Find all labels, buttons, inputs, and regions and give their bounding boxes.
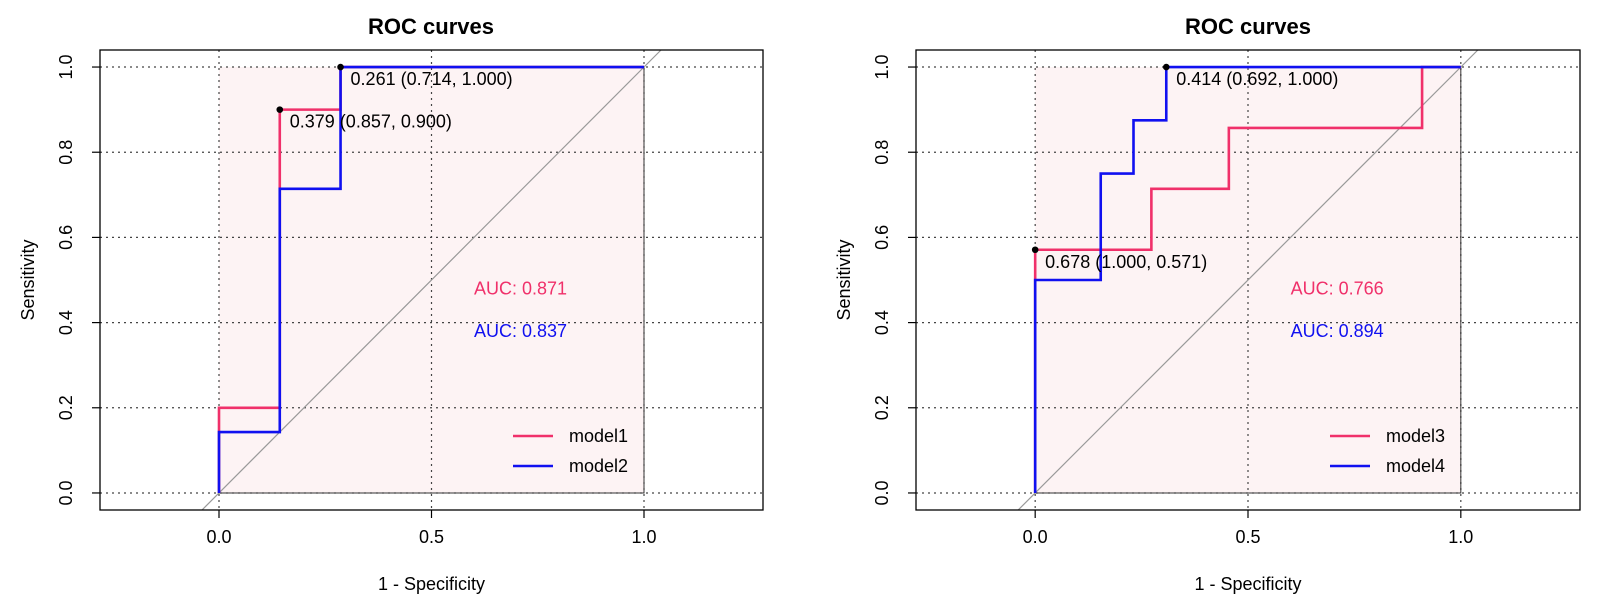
threshold-label: 0.261 (0.714, 1.000) [351, 69, 513, 89]
y-tick-label: 1.0 [872, 55, 892, 80]
auc-label-model4: AUC: 0.894 [1291, 321, 1384, 341]
x-tick-label: 1.0 [631, 527, 656, 547]
y-tick-label: 0.0 [56, 480, 76, 505]
legend-label-model2: model2 [569, 456, 628, 476]
y-axis-label: Sensitivity [18, 239, 38, 320]
x-tick-label: 0.5 [1235, 527, 1260, 547]
threshold-point [1162, 63, 1170, 71]
unit-square-edge [1035, 67, 1462, 494]
y-tick-label: 0.2 [56, 395, 76, 420]
series-line-model4 [1033, 65, 1461, 493]
y-tick-label: 1.0 [56, 55, 76, 80]
threshold-label: 0.414 (0.692, 1.000) [1176, 69, 1338, 89]
auc-label-model2: AUC: 0.837 [474, 321, 567, 341]
y-tick-label: 0.4 [56, 310, 76, 335]
threshold-point [337, 63, 344, 71]
y-tick-label: 0.8 [56, 140, 76, 165]
threshold-point [276, 106, 284, 113]
chart-title: ROC curves [1185, 14, 1311, 39]
y-tick-label: 0.8 [872, 140, 892, 165]
threshold-point [1031, 246, 1039, 254]
y-tick-label: 0.0 [872, 480, 892, 505]
x-tick-label: 0.5 [419, 527, 444, 547]
roc-panel-2: 0.678 (1.000, 0.571) 0.414 (0.692, 1.000)… [834, 14, 1581, 594]
y-tick-label: 0.6 [872, 225, 892, 250]
x-tick-label: 1.0 [1448, 527, 1473, 547]
x-axis-label: 1 - Specificity [1194, 574, 1301, 594]
chart-title: ROC curves [368, 14, 494, 39]
x-axis-label: 1 - Specificity [378, 574, 485, 594]
unit-square-edge [219, 67, 645, 494]
y-axis-label: Sensitivity [834, 239, 854, 320]
y-tick-label: 0.4 [872, 310, 892, 335]
x-tick-label: 0.0 [1023, 527, 1048, 547]
y-tick-label: 0.6 [56, 225, 76, 250]
series-line-model3 [1033, 65, 1461, 493]
threshold-label: 0.678 (1.000, 0.571) [1045, 252, 1207, 272]
legend-label-model3: model3 [1386, 426, 1445, 446]
legend-label-model4: model4 [1386, 456, 1445, 476]
x-tick-label: 0.0 [206, 527, 231, 547]
auc-label-model1: AUC: 0.871 [474, 279, 567, 299]
auc-label-model3: AUC: 0.766 [1291, 279, 1384, 299]
roc-panel-1: 0.379 (0.857, 0.900) 0.261 (0.714, 1.000)… [18, 14, 764, 594]
legend-label-model1: model1 [569, 426, 628, 446]
y-tick-label: 0.2 [872, 395, 892, 420]
threshold-label: 0.379 (0.857, 0.900) [290, 112, 452, 132]
